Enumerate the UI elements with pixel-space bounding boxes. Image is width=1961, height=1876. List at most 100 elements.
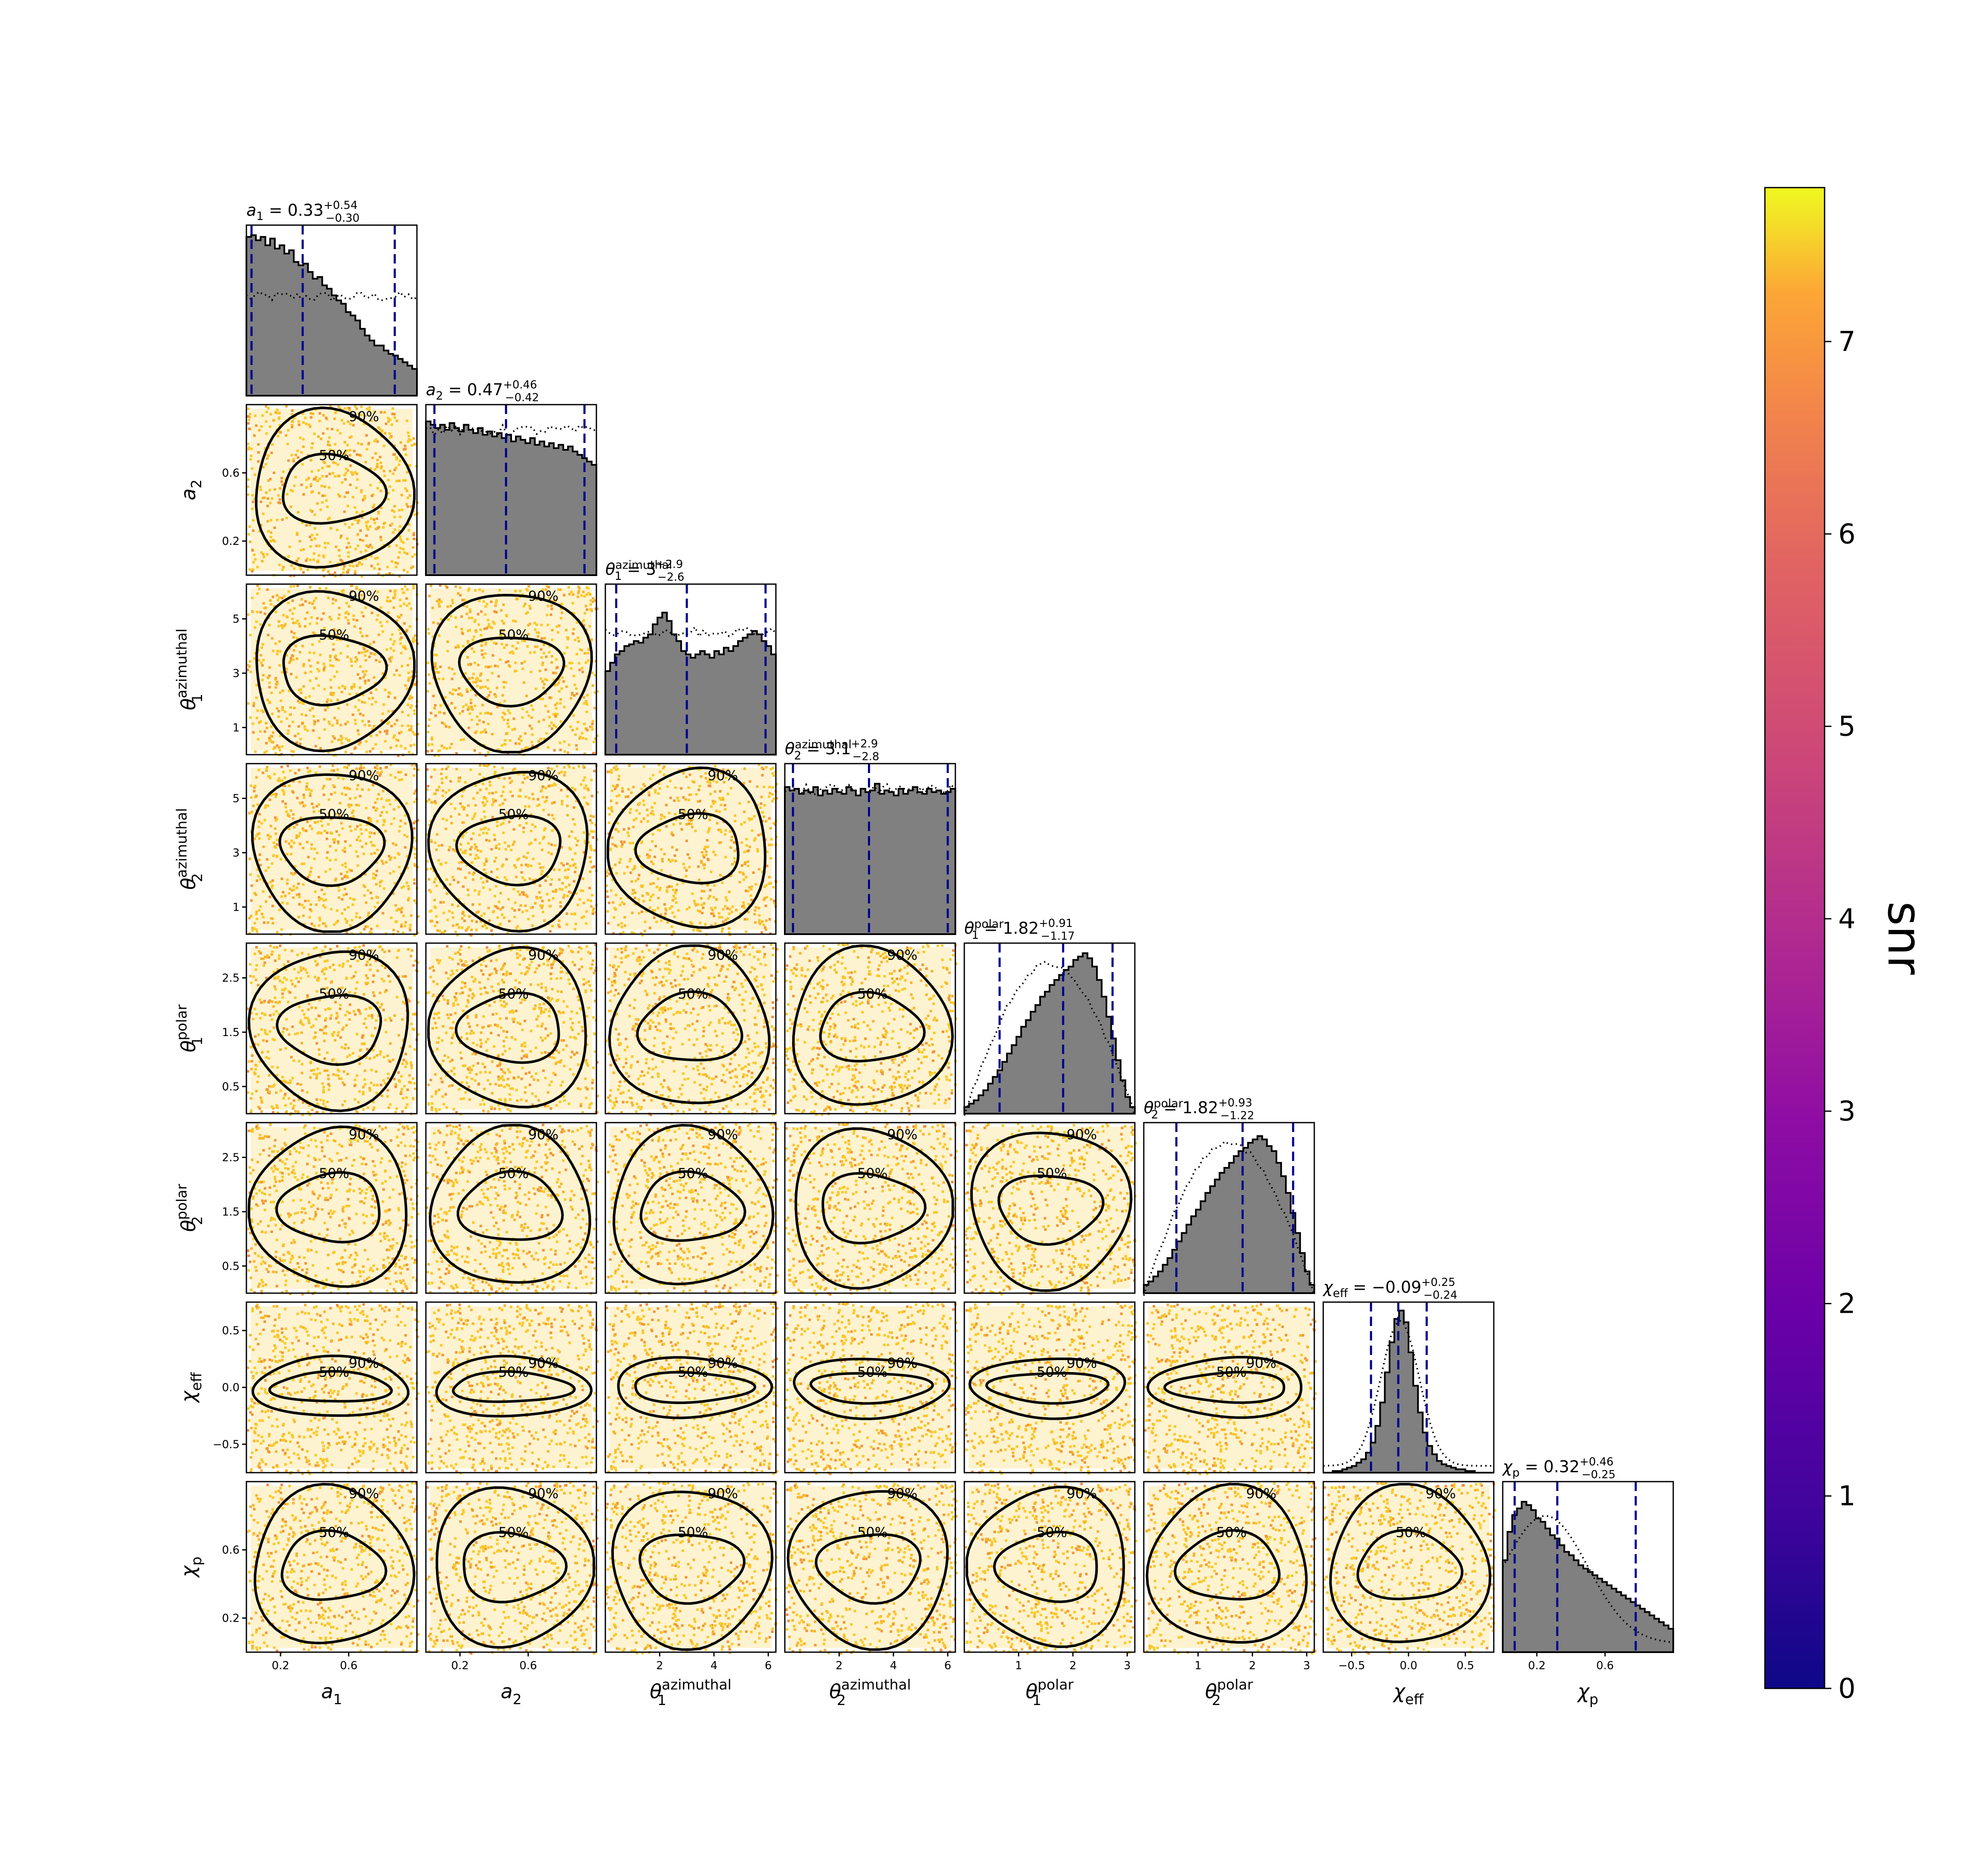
density-fill	[251, 1306, 413, 1468]
panel-frame	[784, 1122, 956, 1294]
colorbar-tick-label: 7	[1838, 326, 1856, 358]
contour-90	[792, 944, 954, 1106]
panel-frame	[963, 1481, 1136, 1653]
panel-frame	[425, 942, 597, 1115]
contour-label-50: 50%	[319, 986, 349, 1002]
scatter-points	[1144, 1303, 1317, 1475]
x-axis-label: a1	[321, 1680, 342, 1708]
contour-90	[970, 1132, 1133, 1292]
x-tick-label: 3	[1303, 1659, 1310, 1672]
panel-a1-hist: a1 = 0.33+0.54 −0.30	[246, 199, 418, 397]
contour-label-50: 50%	[498, 627, 529, 643]
panel-theta1_az-vs-theta2_az: 50% 90%	[604, 763, 778, 937]
scatter-points	[246, 1302, 419, 1475]
contour-label-50: 50%	[319, 447, 349, 463]
y-axis-label: θazimuthal2	[173, 808, 205, 890]
contour-label-90: 90%	[528, 947, 558, 963]
panel-a2-vs-theta2_az: 50% 90%	[425, 763, 599, 937]
contour-label-50: 50%	[319, 806, 349, 822]
panel-frame	[604, 1122, 777, 1294]
contour-50	[458, 637, 565, 708]
contour-90	[427, 770, 589, 933]
contour-90	[435, 1355, 593, 1418]
scatter-points	[246, 944, 419, 1116]
x-tick-label: 2	[836, 1659, 843, 1672]
panel-theta2_az-vs-theta1_pol: 50% 90%	[784, 942, 957, 1116]
contour-50	[268, 1370, 393, 1403]
panel-frame	[963, 1301, 1136, 1474]
panel-theta1_az-vs-chi_eff: 50%90%	[604, 1301, 778, 1475]
contour-90	[607, 766, 766, 929]
contour-50	[997, 1174, 1105, 1246]
panel-frame	[246, 1122, 418, 1294]
panel-a1-vs-a2: 50% 90% 0.2 0.6 a2	[177, 404, 419, 578]
y-tick-label: 1	[232, 721, 240, 734]
panel-a2-vs-chi_p: 50% 90% 0.2 0.6 a2	[425, 1481, 599, 1708]
y-tick-label: 0.2	[222, 535, 240, 548]
contour-label-90: 90%	[708, 1485, 738, 1502]
x-tick-label: 6	[944, 1659, 952, 1672]
contour-90	[1329, 1483, 1492, 1643]
contour-label-90: 90%	[528, 1355, 558, 1371]
posterior-histogram	[1323, 1309, 1494, 1474]
panel-frame	[425, 763, 597, 935]
contour-label-90: 90%	[1426, 1485, 1456, 1502]
colorbar-tick-label: 0	[1838, 1673, 1856, 1705]
contour-label-90: 90%	[1067, 1126, 1097, 1143]
panel-frame	[604, 583, 777, 756]
scatter-points	[964, 1482, 1137, 1655]
y-tick-label: 1.5	[222, 1026, 240, 1039]
panel-a1-vs-theta1_az: 50% 90% 1 3 5 θazimuthal1	[173, 583, 419, 757]
contour-50	[275, 994, 382, 1066]
y-tick-label: 2.5	[222, 972, 240, 985]
contour-label-90: 90%	[708, 767, 738, 784]
colorbar-tick-label: 6	[1838, 518, 1856, 550]
contour-label-90: 90%	[708, 947, 738, 963]
contour-label-50: 50%	[1037, 1165, 1067, 1181]
panel-theta2_az-vs-theta2_pol: 50% 90%	[784, 1122, 958, 1296]
panel-frame	[604, 1481, 777, 1653]
y-tick-label: 1.5	[222, 1206, 240, 1219]
x-tick-label: 0.2	[1528, 1659, 1545, 1672]
contour-label-90: 90%	[349, 1126, 379, 1143]
contour-label-90: 90%	[528, 1126, 558, 1143]
contour-90	[613, 1123, 775, 1285]
contour-label-50: 50%	[1216, 1364, 1247, 1380]
contour-label-90: 90%	[528, 1485, 558, 1502]
contour-90	[611, 1491, 774, 1651]
x-tick-label: −0.5	[1338, 1659, 1365, 1672]
contour-label-90: 90%	[349, 947, 379, 963]
scatter-points	[426, 944, 599, 1116]
y-axis-label: a2	[177, 479, 205, 500]
panel-frame	[1143, 1301, 1315, 1474]
contour-50	[282, 452, 388, 525]
contour-90	[247, 950, 409, 1112]
density-fill	[430, 1306, 592, 1468]
y-tick-label: −0.5	[213, 1438, 240, 1451]
panel-chi_p-hist: χp = 0.32+0.46 −0.25 0.2 0.6 χp	[1502, 1456, 1674, 1708]
contour-label-90: 90%	[1067, 1355, 1097, 1371]
y-axis-label: θpolar2	[173, 1184, 205, 1232]
y-axis-label: χeff	[177, 1372, 205, 1404]
contour-label-50: 50%	[857, 1364, 888, 1380]
y-axis-label: θpolar1	[173, 1004, 205, 1052]
hist-title: χp = 0.32+0.46 −0.25	[1502, 1456, 1616, 1481]
contour-label-90: 90%	[887, 1126, 917, 1143]
prior-histogram	[784, 782, 956, 796]
panel-frame	[784, 942, 956, 1115]
scatter-points	[246, 405, 419, 578]
contour-label-50: 50%	[498, 1524, 529, 1540]
hist-title: χeff = −0.09+0.25 −0.24	[1322, 1276, 1458, 1302]
x-axis-label: θazimuthal 2	[829, 1676, 911, 1708]
panel-frame	[425, 583, 597, 756]
contour-90	[792, 1358, 951, 1420]
contour-50	[639, 1170, 746, 1242]
hist-title: θazimuthal 1 = 3+2.9 −2.6	[605, 558, 684, 584]
contour-label-50: 50%	[1037, 1524, 1067, 1540]
prior-histogram	[1143, 1140, 1315, 1296]
contour-50	[463, 1531, 568, 1604]
panel-frame	[246, 404, 418, 576]
y-tick-label: 0.2	[222, 1612, 240, 1625]
scatter-points	[964, 1302, 1137, 1475]
contour-label-90: 90%	[349, 767, 379, 784]
